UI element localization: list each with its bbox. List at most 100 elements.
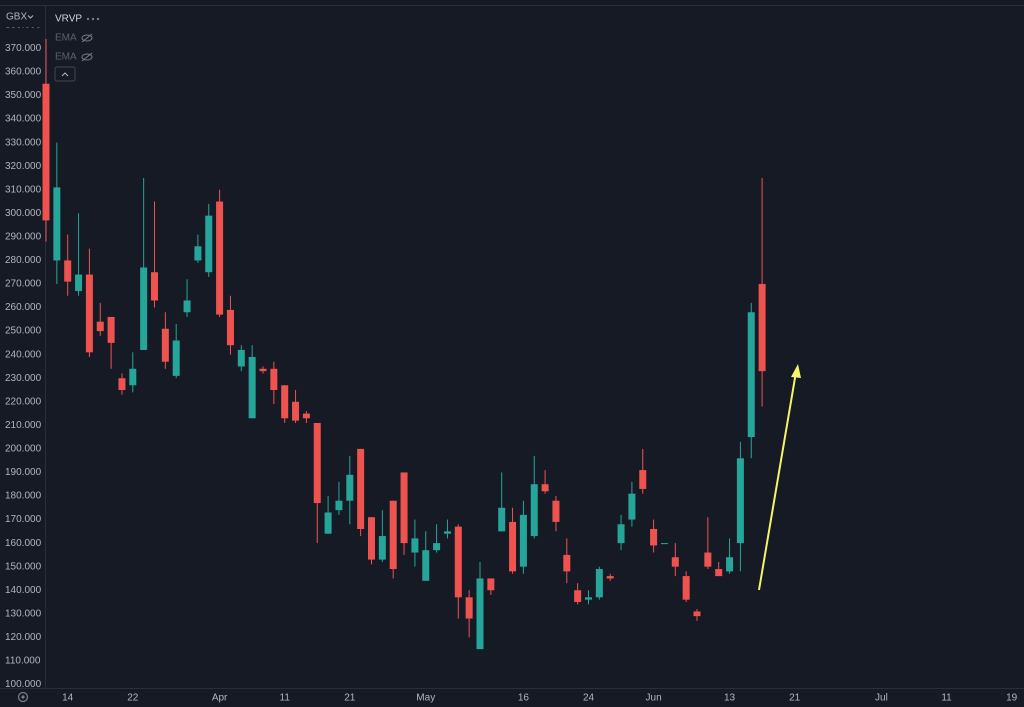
collapse-button[interactable]	[54, 66, 76, 82]
candle-body	[216, 201, 224, 315]
candle-body	[335, 500, 343, 511]
candle-body	[660, 543, 668, 545]
candle-body	[498, 507, 506, 532]
candle-body	[226, 309, 234, 346]
x-tick-label: Jul	[875, 693, 888, 704]
candle-body	[42, 83, 50, 221]
indicator-menu[interactable]	[86, 17, 100, 21]
candle-body	[530, 484, 538, 537]
y-tick-label: 150.000	[5, 561, 42, 572]
candle-body	[433, 543, 441, 551]
y-tick-label: 180.000	[5, 491, 42, 502]
arrow-head	[791, 364, 801, 378]
x-tick-label: 11	[941, 693, 952, 704]
candle-body	[585, 597, 592, 600]
candle-body	[161, 328, 169, 362]
y-tick-label: 250.000	[5, 326, 42, 337]
y-tick-label: 330.000	[5, 137, 42, 148]
x-tick-label: Jun	[646, 693, 662, 704]
candle-body	[693, 611, 701, 617]
x-tick-label: 22	[127, 693, 139, 704]
candle-body	[606, 576, 614, 579]
candle-body	[400, 472, 408, 544]
arrow-annotation	[758, 364, 801, 591]
y-tick-label: 350.000	[5, 90, 42, 101]
settings-icon[interactable]	[17, 691, 29, 703]
x-tick-label: 14	[62, 693, 74, 704]
unit-label[interactable]: GBX	[6, 12, 27, 23]
candle-body	[172, 340, 180, 376]
candle-body	[129, 368, 137, 386]
candle-body	[64, 260, 72, 282]
arrow-shaft	[758, 371, 797, 591]
candle-body	[75, 274, 83, 292]
candle-body	[465, 597, 473, 619]
gear-ring	[17, 691, 29, 703]
candle-body	[259, 368, 267, 372]
x-tick-label: 11	[280, 693, 291, 704]
candle-body	[487, 578, 495, 591]
y-tick-label: 360.000	[5, 67, 42, 78]
y-tick-label: 120.000	[5, 632, 42, 643]
candle-body	[563, 554, 571, 572]
candle-body	[726, 557, 734, 572]
candle-body	[389, 500, 397, 570]
y-tick-label: 130.000	[5, 608, 42, 619]
y-tick-label: 310.000	[5, 184, 42, 195]
y-tick-label: 300.000	[5, 208, 42, 219]
candle-body	[237, 349, 245, 367]
candle-body	[541, 484, 549, 492]
hidden-eye-icon[interactable]	[81, 52, 93, 62]
candle-body	[422, 550, 430, 581]
y-tick-label: 190.000	[5, 467, 42, 478]
indicator-label: VRVP	[55, 14, 82, 25]
candle-body	[292, 401, 300, 421]
candle-body	[194, 246, 202, 261]
candle-body	[107, 316, 115, 343]
collapse-caret	[61, 72, 69, 77]
y-tick-label: 160.000	[5, 538, 42, 549]
x-tick-label: May	[416, 693, 435, 704]
candle-body	[671, 557, 679, 567]
x-tick-label: 19	[1006, 693, 1018, 704]
candle-body	[476, 578, 484, 650]
x-tick-label: 24	[583, 693, 595, 704]
candle-body	[85, 274, 93, 353]
candle-body	[281, 385, 289, 419]
candle-body	[650, 528, 658, 546]
hidden-eye-icon[interactable]	[81, 33, 93, 43]
candle-body	[682, 576, 690, 600]
candle-body	[552, 500, 560, 522]
x-tick-label: 21	[344, 693, 356, 704]
y-tick-label: 260.000	[5, 302, 42, 313]
y-tick-label: 270.000	[5, 279, 42, 290]
candle-body	[519, 514, 527, 567]
candle-body	[357, 448, 365, 529]
y-tick-label: 200.000	[5, 444, 42, 455]
y-tick-label: 340.000	[5, 114, 42, 125]
candle-body	[205, 215, 213, 273]
unit-chevron	[27, 15, 34, 19]
candle-body	[346, 474, 354, 501]
x-tick-label: 13	[724, 693, 736, 704]
indicator-label: EMA	[55, 33, 77, 44]
candle-body	[302, 413, 310, 419]
candle-body	[704, 552, 712, 567]
gear-hub	[21, 695, 25, 699]
x-tick-label: Apr	[212, 693, 228, 704]
candle-body	[411, 538, 419, 553]
candle-body	[617, 524, 625, 544]
unit-bg	[0, 7, 44, 27]
y-tick-label: 110.000	[5, 656, 41, 667]
candle-body	[118, 378, 126, 390]
candle-body	[628, 493, 636, 520]
x-tick-label: 21	[789, 693, 801, 704]
candles	[42, 38, 766, 650]
candle-body	[595, 569, 603, 598]
candle-body	[574, 590, 582, 603]
candle-body	[443, 531, 451, 534]
candle-body	[140, 267, 148, 350]
candle-body	[248, 357, 256, 419]
candle-body	[270, 368, 278, 390]
